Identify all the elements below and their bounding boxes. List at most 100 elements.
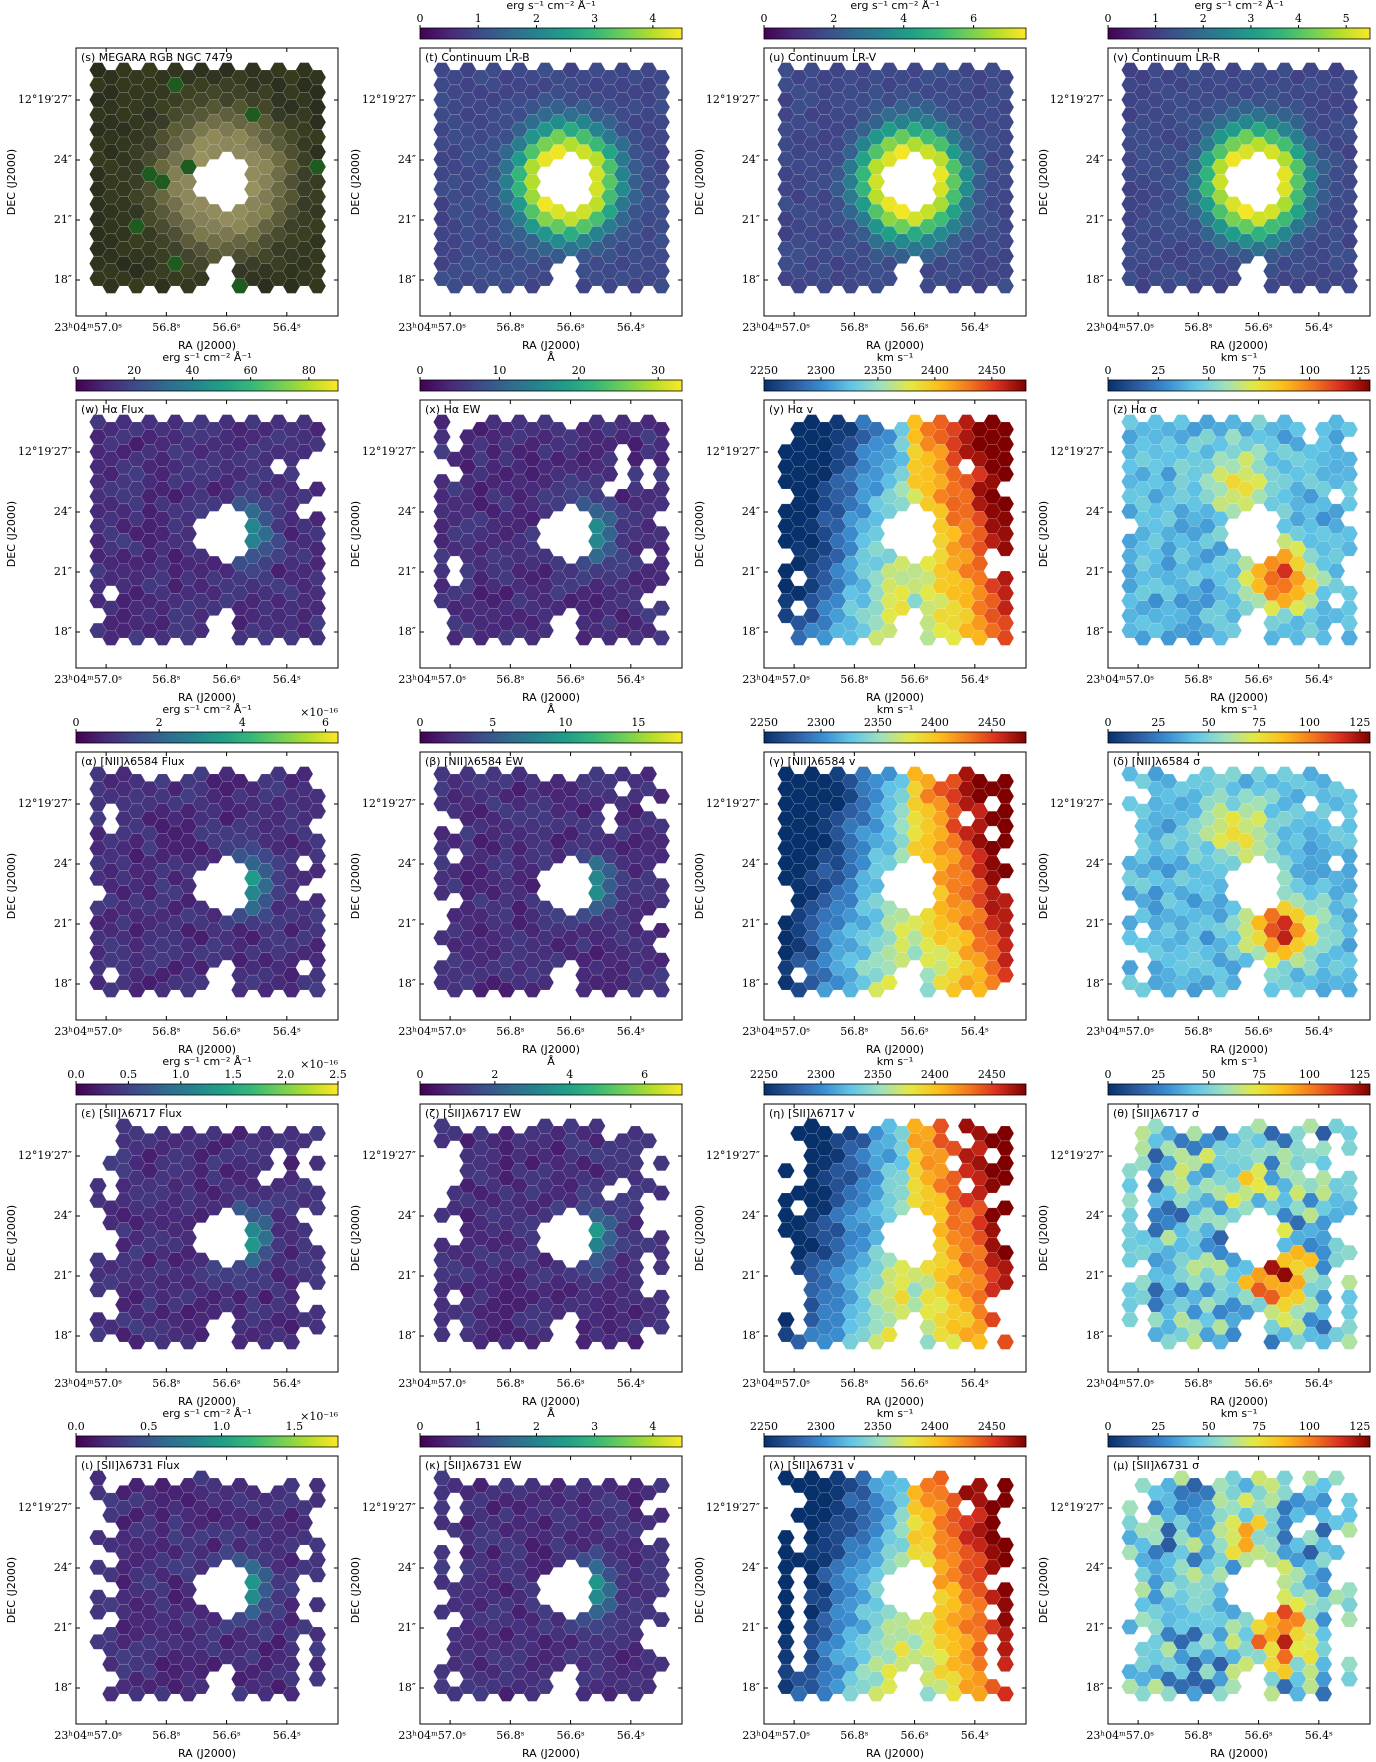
colorbar-tick-label: 2400	[921, 716, 949, 729]
colorbar	[75, 1435, 339, 1448]
y-tick-label: 12°19′27″	[1050, 1149, 1104, 1162]
x-axis-label: RA (J2000)	[178, 1747, 236, 1760]
x-tick-label: 56.4ˢ	[273, 1729, 301, 1742]
spaxel	[536, 270, 555, 287]
colorbar	[419, 379, 683, 392]
y-tick-label: 12°19′27″	[362, 1149, 416, 1162]
colorbar-tick-label: 30	[651, 364, 665, 377]
y-tick-label: 21″	[54, 213, 72, 226]
colorbar-tick-label: 0	[1105, 364, 1112, 377]
colorbar-tick-label: 2350	[864, 1068, 892, 1081]
y-tick-label: 24″	[54, 153, 72, 166]
y-tick-label: 21″	[1086, 917, 1104, 930]
panel-title: (y) Hα v	[769, 403, 814, 416]
colorbar-tick-label: 50	[1202, 1068, 1216, 1081]
x-tick-label: 23ʰ04ᵐ57.0ˢ	[54, 1377, 122, 1390]
y-tick-label: 24″	[1086, 1209, 1104, 1222]
y-tick-label: 24″	[742, 153, 760, 166]
y-tick-label: 12°19′27″	[362, 797, 416, 810]
panel-title: (δ) [NII]λ6584 σ	[1113, 755, 1200, 768]
x-tick-label: 23ʰ04ᵐ57.0ˢ	[54, 1729, 122, 1742]
colorbar-tick-label: 6	[641, 1068, 648, 1081]
colorbar-tick-label: 10	[559, 716, 573, 729]
x-tick-label: 23ʰ04ᵐ57.0ˢ	[398, 673, 466, 686]
x-tick-label: 56.4ˢ	[961, 673, 989, 686]
y-tick-label: 18″	[1086, 625, 1104, 638]
panel-title: (x) Hα EW	[425, 403, 481, 416]
spaxel	[192, 270, 211, 287]
panel-title: (ι) [SII]λ6731 Flux	[81, 1459, 180, 1472]
y-tick-label: 18″	[54, 273, 72, 286]
colorbar-label: erg s⁻¹ cm⁻² Å⁻¹	[850, 0, 939, 12]
x-tick-label: 56.6ˢ	[1244, 673, 1272, 686]
y-tick-label: 18″	[54, 625, 72, 638]
x-tick-label: 23ʰ04ᵐ57.0ˢ	[398, 1025, 466, 1038]
y-tick-label: 21″	[398, 917, 416, 930]
colorbar-tick-label: 25	[1151, 716, 1165, 729]
y-tick-label: 18″	[1086, 977, 1104, 990]
panel: (α) [NII]λ6584 Flux 23ʰ04ᵐ57.0ˢ 56.8ˢ 56.6ˢ…	[5, 703, 339, 1056]
y-tick-label: 18″	[1086, 1329, 1104, 1342]
y-axis-label: DEC (J2000)	[1037, 149, 1050, 215]
panel-title: (w) Hα Flux	[81, 403, 144, 416]
colorbar	[1107, 1083, 1371, 1096]
colorbar-label: Å	[547, 1055, 555, 1068]
y-tick-label: 21″	[1086, 213, 1104, 226]
panel-title: (β) [NII]λ6584 EW	[425, 755, 523, 768]
x-tick-label: 56.8ˢ	[840, 673, 868, 686]
colorbar-tick-label: 2	[830, 12, 837, 25]
colorbar-tick-label: 0	[73, 364, 80, 377]
y-tick-label: 12°19′27″	[18, 1501, 72, 1514]
panel: (η) [SII]λ6717 v 23ʰ04ᵐ57.0ˢ 56.8ˢ 56.6ˢ 56.…	[693, 1055, 1027, 1408]
colorbar-multiplier: ×10⁻¹⁶	[300, 1058, 338, 1071]
y-tick-label: 24″	[54, 1561, 72, 1574]
y-tick-label: 21″	[742, 213, 760, 226]
x-tick-label: 56.6ˢ	[212, 1377, 240, 1390]
x-tick-label: 56.8ˢ	[1184, 321, 1212, 334]
x-tick-label: 23ʰ04ᵐ57.0ˢ	[398, 1377, 466, 1390]
spaxel-map	[89, 62, 327, 294]
x-tick-label: 56.4ˢ	[1305, 1377, 1333, 1390]
colorbar-tick-label: 0.5	[120, 1068, 138, 1081]
colorbar-tick-label: 2300	[807, 364, 835, 377]
panel: (θ) [SII]λ6717 σ 23ʰ04ᵐ57.0ˢ 56.8ˢ 56.6ˢ 56.…	[1037, 1055, 1371, 1408]
y-tick-label: 12°19′27″	[706, 1149, 760, 1162]
colorbar	[419, 731, 683, 744]
colorbar-tick-label: 2250	[750, 1068, 778, 1081]
colorbar-tick-label: 0	[417, 716, 424, 729]
panel: (δ) [NII]λ6584 σ 23ʰ04ᵐ57.0ˢ 56.8ˢ 56.6ˢ 56.…	[1037, 703, 1371, 1056]
colorbar-tick-label: 4	[566, 1068, 573, 1081]
colorbar-tick-label: 0.0	[67, 1068, 85, 1081]
y-tick-label: 24″	[1086, 857, 1104, 870]
colorbar-tick-label: 2.0	[277, 1068, 295, 1081]
y-tick-label: 24″	[742, 857, 760, 870]
y-tick-label: 21″	[54, 565, 72, 578]
x-tick-label: 56.4ˢ	[961, 321, 989, 334]
colorbar-tick-label: 0	[1105, 1068, 1112, 1081]
colorbar-tick-label: 4	[649, 12, 656, 25]
y-tick-label: 24″	[398, 505, 416, 518]
colorbar-tick-label: 0	[761, 12, 768, 25]
y-tick-label: 24″	[398, 1209, 416, 1222]
y-axis-label: DEC (J2000)	[693, 853, 706, 919]
x-tick-label: 56.6ˢ	[556, 1377, 584, 1390]
colorbar-tick-label: 2450	[978, 364, 1006, 377]
colorbar-tick-label: 1	[475, 12, 482, 25]
y-tick-label: 24″	[54, 857, 72, 870]
y-tick-label: 12°19′27″	[362, 445, 416, 458]
x-tick-label: 56.8ˢ	[840, 1377, 868, 1390]
colorbar-label: km s⁻¹	[1221, 1055, 1258, 1068]
colorbar-tick-label: 100	[1299, 364, 1320, 377]
panel-title: (z) Hα σ	[1113, 403, 1157, 416]
x-tick-label: 56.4ˢ	[617, 321, 645, 334]
colorbar-tick-label: 3	[591, 12, 598, 25]
colorbar-tick-label: 125	[1349, 716, 1370, 729]
colorbar	[419, 1083, 683, 1096]
y-tick-label: 21″	[1086, 565, 1104, 578]
x-tick-label: 56.4ˢ	[961, 1025, 989, 1038]
colorbar-tick-label: 75	[1252, 716, 1266, 729]
colorbar-tick-label: 2350	[864, 716, 892, 729]
x-tick-label: 56.4ˢ	[1305, 1025, 1333, 1038]
